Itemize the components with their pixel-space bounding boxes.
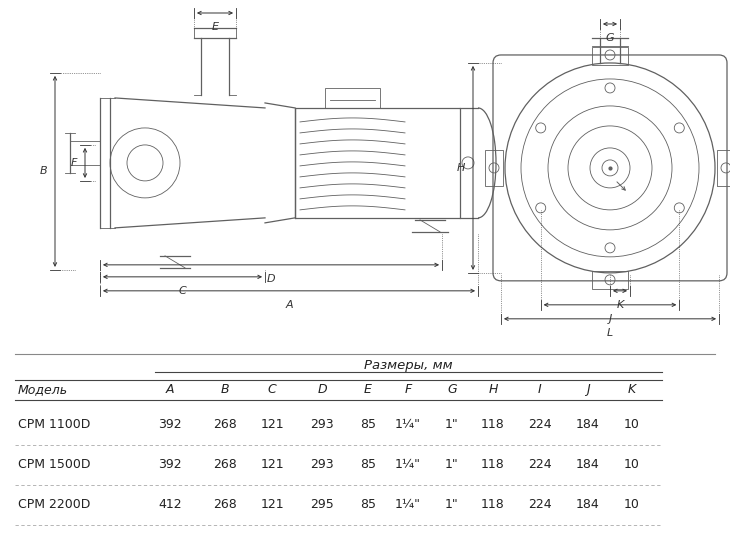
Text: 1¼": 1¼" [395, 498, 421, 511]
Text: F: F [404, 384, 412, 396]
Text: 224: 224 [529, 418, 552, 431]
Text: 392: 392 [158, 459, 182, 472]
Text: 10: 10 [624, 498, 640, 511]
Text: J: J [586, 384, 590, 396]
Text: H: H [457, 163, 465, 173]
Text: 184: 184 [576, 418, 600, 431]
Text: 184: 184 [576, 459, 600, 472]
Text: 268: 268 [213, 498, 237, 511]
Text: A: A [166, 384, 174, 396]
Text: 1": 1" [445, 418, 459, 431]
Text: 392: 392 [158, 418, 182, 431]
Text: B: B [39, 166, 47, 176]
Text: K: K [616, 300, 623, 310]
Text: 85: 85 [360, 498, 376, 511]
Text: G: G [606, 33, 615, 43]
Text: 295: 295 [310, 498, 334, 511]
Text: 1": 1" [445, 459, 459, 472]
Text: C: C [179, 286, 186, 296]
Text: CPM 1500D: CPM 1500D [18, 459, 91, 472]
Text: 1¼": 1¼" [395, 418, 421, 431]
Text: 85: 85 [360, 459, 376, 472]
Text: 10: 10 [624, 459, 640, 472]
Text: 184: 184 [576, 498, 600, 511]
Text: A: A [285, 300, 293, 310]
Text: L: L [607, 328, 613, 338]
Text: E: E [364, 384, 372, 396]
Text: 85: 85 [360, 418, 376, 431]
Text: 412: 412 [158, 498, 182, 511]
Text: 118: 118 [481, 498, 505, 511]
Text: 1": 1" [445, 498, 459, 511]
Text: Размеры, мм: Размеры, мм [364, 360, 453, 372]
Text: 118: 118 [481, 418, 505, 431]
Text: F: F [71, 158, 77, 168]
Text: Модель: Модель [18, 384, 68, 396]
Text: 268: 268 [213, 459, 237, 472]
Text: 268: 268 [213, 418, 237, 431]
Text: 118: 118 [481, 459, 505, 472]
Text: H: H [488, 384, 498, 396]
Text: 1¼": 1¼" [395, 459, 421, 472]
Text: CPM 2200D: CPM 2200D [18, 498, 91, 511]
Text: 224: 224 [529, 459, 552, 472]
Text: I: I [538, 384, 542, 396]
Text: 121: 121 [260, 418, 284, 431]
Text: B: B [220, 384, 229, 396]
Text: 10: 10 [624, 418, 640, 431]
Text: C: C [268, 384, 277, 396]
Text: 121: 121 [260, 498, 284, 511]
Text: 121: 121 [260, 459, 284, 472]
Text: CPM 1100D: CPM 1100D [18, 418, 91, 431]
Text: 293: 293 [310, 459, 334, 472]
Text: D: D [266, 274, 275, 284]
Text: 224: 224 [529, 498, 552, 511]
Text: J: J [608, 314, 612, 324]
Text: D: D [318, 384, 327, 396]
Text: K: K [628, 384, 636, 396]
Text: G: G [447, 384, 457, 396]
Text: E: E [212, 22, 218, 32]
Text: 293: 293 [310, 418, 334, 431]
